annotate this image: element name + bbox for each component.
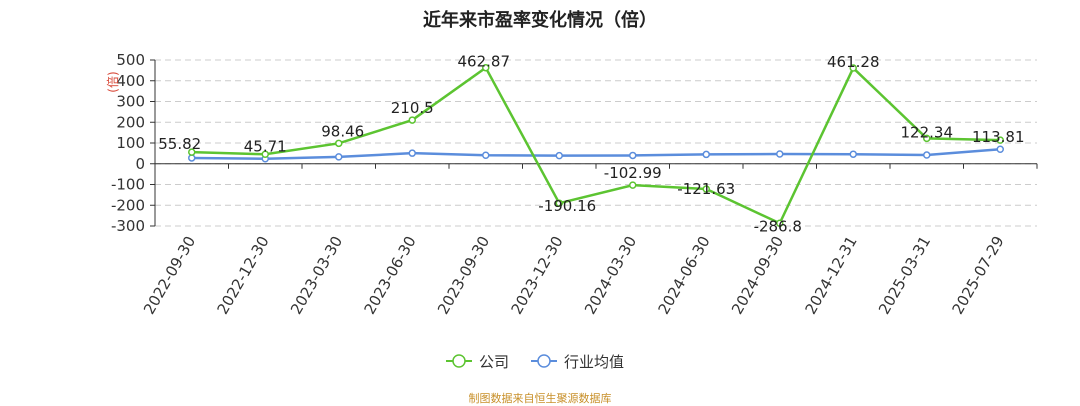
data-point-industry-avg <box>408 149 416 157</box>
x-tick-label: 2023-03-30 <box>287 233 346 318</box>
data-source-note: 制图数据来自恒生聚源数据库 <box>468 392 612 405</box>
chart-title: 近年来市盈率变化情况（倍） <box>423 10 657 31</box>
x-tick-label: 2023-06-30 <box>361 233 420 318</box>
data-point-company <box>555 199 563 207</box>
data-point-industry-avg <box>923 151 931 159</box>
data-point-industry-avg <box>702 150 710 159</box>
data-point-company <box>408 116 416 124</box>
x-tick-label: 2024-06-30 <box>655 233 714 318</box>
data-label: 122.34 <box>901 123 954 141</box>
data-label: 462.87 <box>458 53 511 71</box>
data-point-industry-avg <box>776 150 784 158</box>
data-label: 45.71 <box>244 137 287 155</box>
series-line-industry-avg <box>191 147 1001 161</box>
x-tick-label: 2024-09-30 <box>728 233 787 318</box>
y-tick-label: -300 <box>111 217 145 235</box>
legend-label-company: 公司 <box>479 353 509 371</box>
y-tick-label: 400 <box>116 72 145 90</box>
x-tick-label: 2024-03-30 <box>581 233 640 318</box>
data-point-company <box>849 64 857 72</box>
data-point-company <box>923 134 931 143</box>
data-point-company <box>702 185 710 193</box>
y-tick-label: 200 <box>116 113 145 131</box>
data-label: -102.99 <box>604 164 662 182</box>
data-label: 113.81 <box>972 128 1025 146</box>
y-tick-label: -200 <box>111 196 145 214</box>
y-tick-label: 300 <box>116 93 145 111</box>
x-tick-label: 2022-12-30 <box>214 233 273 318</box>
data-point-industry-avg <box>335 153 343 161</box>
data-point-industry-avg <box>482 151 490 159</box>
x-tick-label: 2023-09-30 <box>434 233 493 318</box>
data-point-industry-avg <box>996 145 1004 153</box>
data-label: 210.5 <box>391 99 434 117</box>
data-label: -190.16 <box>538 197 596 215</box>
y-tick-label: -100 <box>111 176 145 194</box>
data-point-company <box>261 150 269 159</box>
y-tick-label: 0 <box>135 155 145 173</box>
data-point-industry-avg <box>629 151 637 160</box>
data-point-company <box>776 219 784 228</box>
data-label: -286.8 <box>754 217 802 235</box>
x-tick-label: 2022-09-30 <box>140 233 199 318</box>
data-label: 461.28 <box>827 53 880 71</box>
x-tick-label: 2023-12-30 <box>508 233 567 318</box>
y-axis-label: (倍) <box>105 71 120 92</box>
x-tick-label: 2025-07-29 <box>949 233 1008 318</box>
legend-label-industry-avg: 行业均值 <box>564 353 624 371</box>
data-point-industry-avg <box>849 150 857 158</box>
data-point-company <box>629 181 637 189</box>
x-tick-label: 2025-03-31 <box>875 233 934 318</box>
data-label: 98.46 <box>321 122 364 140</box>
data-point-company <box>188 148 196 156</box>
legend-marker <box>452 354 466 368</box>
series-line-company <box>191 65 1001 225</box>
data-label: -121.63 <box>677 180 735 198</box>
data-point-company <box>482 63 490 72</box>
y-tick-label: 500 <box>116 51 145 69</box>
y-tick-label: 100 <box>116 134 145 152</box>
data-point-industry-avg <box>555 151 563 160</box>
data-point-company <box>335 139 343 148</box>
x-tick-label: 2024-12-31 <box>802 233 861 318</box>
legend-marker <box>537 354 551 368</box>
data-label: 55.82 <box>158 135 201 153</box>
data-point-company <box>996 136 1004 144</box>
